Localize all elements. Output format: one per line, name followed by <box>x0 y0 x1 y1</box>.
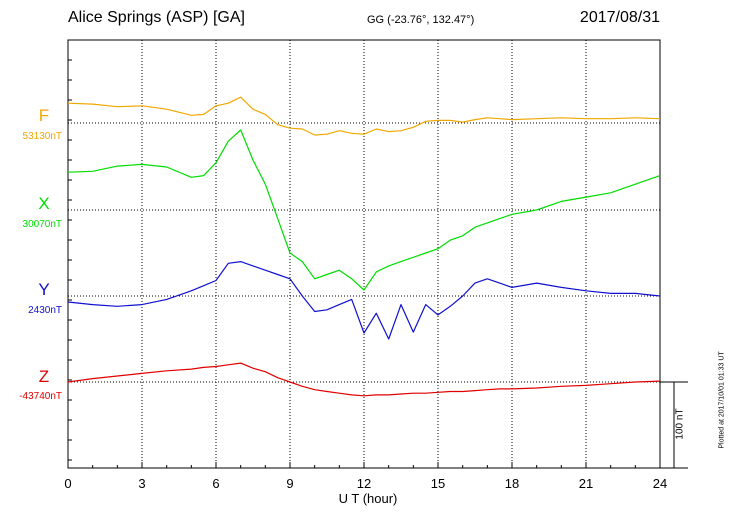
x-tick-label: 15 <box>430 476 446 491</box>
series-line-z <box>67 362 661 397</box>
x-tick-label: 21 <box>578 476 594 491</box>
station-title: Alice Springs (ASP) [GA] <box>68 9 245 26</box>
baseline-label-y: 2430nT <box>28 305 62 316</box>
x-tick-label: 18 <box>504 476 520 491</box>
scale-bar-label: 100 nT <box>674 408 686 440</box>
baseline-label-f: 53130nT <box>22 131 62 142</box>
date-label: 2017/08/31 <box>579 9 660 26</box>
series-label-y: Y <box>38 280 50 299</box>
baseline-label-z: -43740nT <box>19 391 62 402</box>
x-tick-label: 3 <box>138 476 146 491</box>
series-line-x <box>67 129 661 291</box>
x-tick-label: 12 <box>356 476 372 491</box>
x-tick-label: 6 <box>212 476 220 491</box>
series-label-x: X <box>38 194 50 213</box>
x-tick-label: 24 <box>652 476 668 491</box>
plotted-timestamp: Plotted at 2017/10/01 01:33 UT <box>718 351 726 449</box>
x-tick-label: 9 <box>286 476 294 491</box>
scale-bar <box>660 381 688 469</box>
coordinates-label: GG (-23.76°, 132.47°) <box>367 14 475 26</box>
baseline-label-x: 30070nT <box>22 219 62 230</box>
series-label-f: F <box>38 106 50 125</box>
series-layer <box>67 96 661 397</box>
x-axis-label: U T (hour) <box>338 491 398 506</box>
series-label-z: Z <box>38 367 50 386</box>
series-line-y <box>67 261 661 340</box>
grid <box>67 40 661 468</box>
series-line-f <box>67 96 661 136</box>
x-tick-label: 0 <box>64 476 72 491</box>
